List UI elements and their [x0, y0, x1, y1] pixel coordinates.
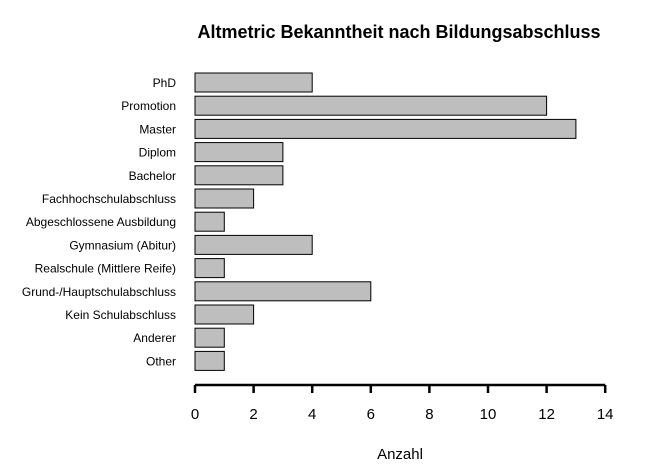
bar [194, 118, 577, 139]
category-label: Realschule (Mittlere Reife) [35, 262, 176, 276]
x-tick-label: 12 [538, 406, 555, 423]
category-label: Anderer [133, 331, 176, 345]
bar [194, 327, 225, 348]
bar [194, 72, 313, 93]
category-labels: PhD Promotion Master Diplom Bachelor Fachhoch… [22, 76, 176, 368]
x-tick-label: 10 [480, 406, 497, 423]
category-label: Grund-/Hauptschulabschluss [22, 285, 176, 299]
bar [194, 142, 284, 163]
bar [194, 304, 255, 325]
x-tick-label: 6 [367, 406, 375, 423]
bar [194, 165, 284, 186]
x-tick-label: 2 [249, 406, 257, 423]
bar [194, 281, 372, 302]
bar [194, 234, 313, 255]
bar [194, 95, 548, 116]
x-tick-label: 8 [425, 406, 433, 423]
bar [194, 258, 225, 279]
category-label: Master [139, 122, 176, 136]
category-label: Kein Schulabschluss [65, 308, 176, 322]
bars-group [194, 72, 577, 371]
x-tick-label: 4 [308, 406, 316, 423]
category-label: Gymnasium (Abitur) [69, 238, 176, 252]
category-label: Other [146, 354, 176, 368]
x-axis-label: Anzahl [377, 446, 423, 463]
bar [194, 211, 225, 232]
category-label: Bachelor [129, 169, 176, 183]
category-label: Diplom [139, 146, 176, 160]
bar [194, 188, 255, 209]
x-tick-label: 14 [597, 406, 614, 423]
chart-title: Altmetric Bekanntheit nach Bildungsabsch… [197, 22, 600, 42]
x-tick-label: 0 [191, 406, 199, 423]
category-label: Abgeschlossene Ausbildung [26, 215, 176, 229]
category-label: PhD [153, 76, 177, 90]
bar [194, 350, 225, 371]
x-axis: 0 2 4 6 8 10 12 14 [191, 383, 614, 423]
category-label: Promotion [121, 99, 176, 113]
category-label: Fachhochschulabschluss [42, 192, 176, 206]
